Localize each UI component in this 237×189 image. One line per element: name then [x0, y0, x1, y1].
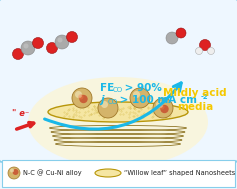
Circle shape — [160, 105, 169, 113]
FancyArrowPatch shape — [45, 83, 181, 129]
Circle shape — [196, 47, 202, 54]
Circle shape — [78, 94, 83, 99]
Circle shape — [79, 95, 88, 103]
Circle shape — [10, 169, 14, 173]
Circle shape — [98, 98, 118, 118]
Ellipse shape — [28, 77, 208, 167]
Circle shape — [13, 49, 23, 60]
Text: Mildly acid
media: Mildly acid media — [163, 88, 227, 112]
Circle shape — [32, 37, 44, 49]
Circle shape — [55, 35, 69, 49]
Circle shape — [159, 104, 163, 108]
Circle shape — [208, 47, 214, 54]
Text: -2: -2 — [201, 94, 209, 100]
FancyBboxPatch shape — [0, 0, 237, 162]
Text: " e⁻: " e⁻ — [12, 109, 29, 118]
Circle shape — [156, 101, 163, 108]
Circle shape — [13, 169, 18, 175]
Text: > 100 mA cm: > 100 mA cm — [116, 95, 197, 105]
Circle shape — [200, 40, 210, 50]
Text: j: j — [100, 95, 104, 105]
Circle shape — [130, 88, 150, 108]
Text: CO: CO — [113, 88, 123, 94]
Circle shape — [46, 43, 58, 53]
Ellipse shape — [48, 102, 188, 122]
Circle shape — [166, 32, 178, 44]
Circle shape — [176, 28, 186, 38]
Circle shape — [78, 94, 82, 98]
Ellipse shape — [95, 169, 121, 177]
Circle shape — [8, 167, 20, 179]
Text: CO: CO — [108, 99, 118, 105]
FancyArrowPatch shape — [17, 122, 34, 129]
Text: “Willow leaf” shaped Nanosheets: “Willow leaf” shaped Nanosheets — [124, 170, 235, 176]
Circle shape — [101, 101, 108, 108]
Text: > 90%: > 90% — [121, 83, 162, 93]
Circle shape — [133, 91, 140, 98]
Circle shape — [21, 41, 35, 55]
Circle shape — [72, 88, 92, 108]
Circle shape — [23, 43, 28, 49]
Text: FE: FE — [100, 83, 114, 93]
Circle shape — [75, 91, 82, 98]
Circle shape — [153, 98, 173, 118]
Circle shape — [67, 32, 77, 43]
Circle shape — [58, 37, 63, 43]
FancyBboxPatch shape — [2, 160, 235, 187]
Text: N-C @ Cu-Ni alloy: N-C @ Cu-Ni alloy — [23, 170, 82, 176]
Circle shape — [160, 105, 164, 109]
